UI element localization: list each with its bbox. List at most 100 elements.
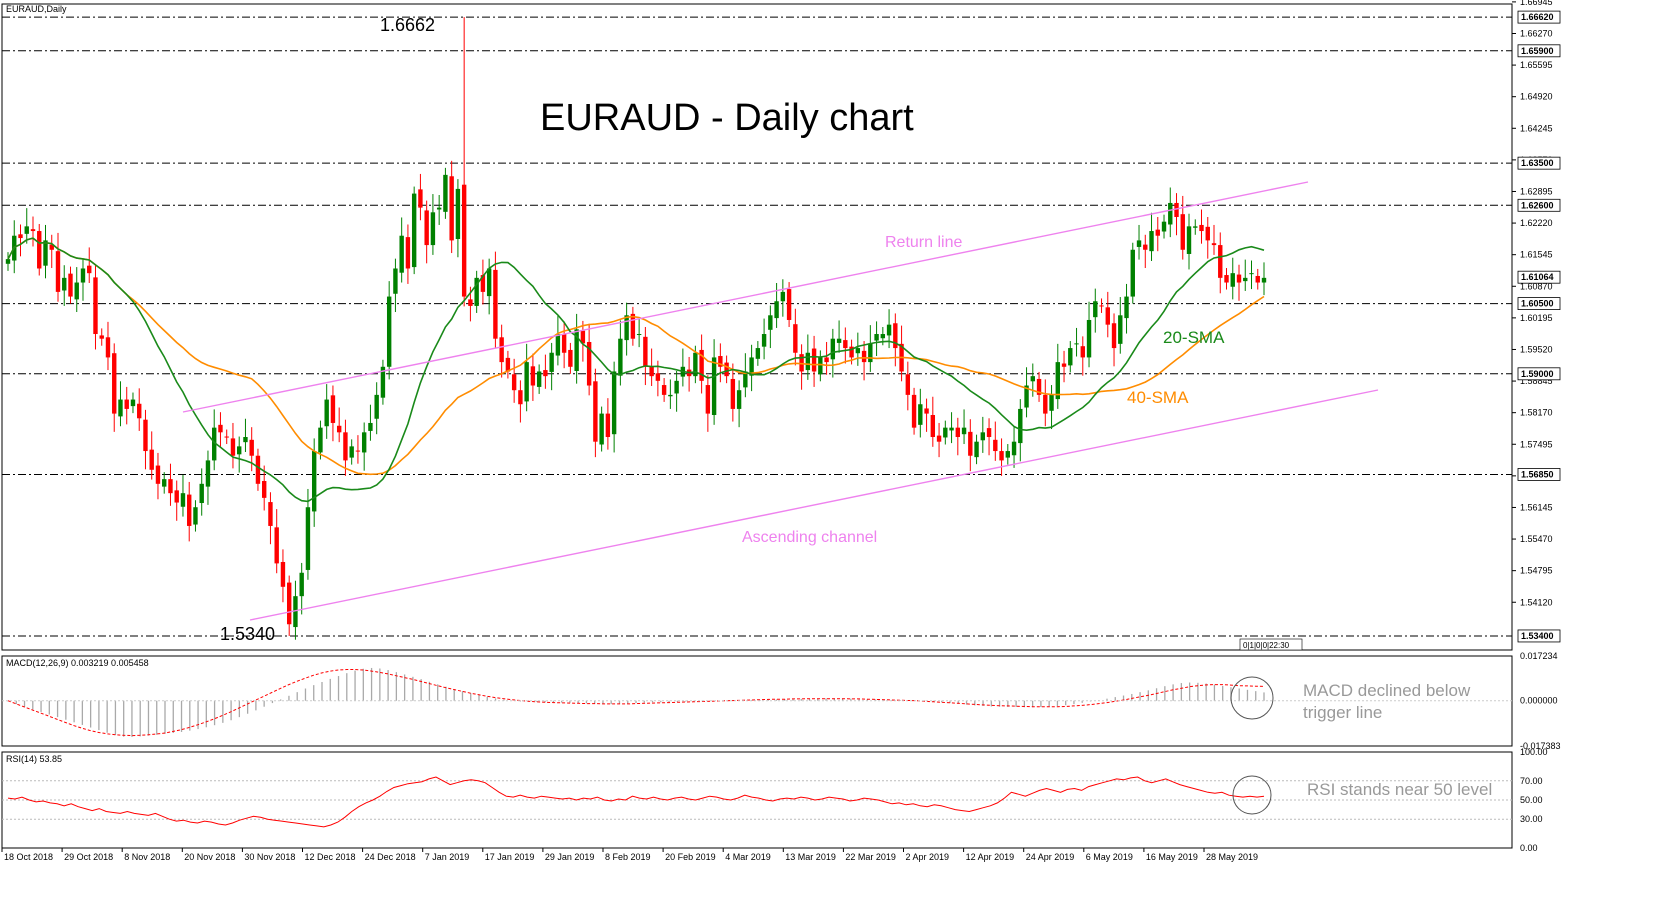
- y-tick-label: 1.62895: [1520, 186, 1553, 196]
- x-tick-label: 6 May 2019: [1086, 852, 1133, 862]
- candle-body: [693, 352, 698, 377]
- candle-body: [630, 313, 636, 339]
- x-tick-label: 2 Apr 2019: [906, 852, 950, 862]
- candle-body: [205, 460, 211, 487]
- candle-body: [568, 349, 573, 367]
- price-tag-label: 1.53400: [1521, 631, 1554, 641]
- low-label: 1.5340: [220, 624, 275, 644]
- candle-body: [999, 451, 1004, 461]
- candle-body: [1243, 277, 1248, 282]
- candle-body: [5, 259, 11, 264]
- y-tick-label: 1.56145: [1520, 502, 1553, 512]
- candle-body: [705, 385, 711, 414]
- macd-note-line1: MACD declined below: [1303, 681, 1471, 700]
- x-tick-label: 18 Oct 2018: [4, 852, 53, 862]
- candle-body: [993, 439, 998, 452]
- candle-body: [618, 338, 623, 376]
- candle-body: [1111, 323, 1117, 349]
- price-tag-box: [1517, 297, 1561, 310]
- candle-body: [349, 446, 354, 458]
- y-tick-label: 1.54795: [1520, 566, 1553, 576]
- y-tick-label: 1.60195: [1520, 313, 1553, 323]
- x-tick-label: 12 Dec 2018: [305, 852, 356, 862]
- candle-body: [24, 226, 29, 234]
- candle-body: [336, 425, 342, 433]
- candle-body: [355, 450, 361, 452]
- y-tick-label: 1.57495: [1520, 439, 1553, 449]
- candle-body: [87, 265, 92, 274]
- candle-body: [399, 235, 404, 273]
- candle-body: [868, 343, 873, 363]
- macd-title: MACD(12,26,9) 0.003219 0.005458: [6, 658, 149, 668]
- candle-body: [943, 427, 948, 438]
- candle-body: [1155, 229, 1160, 236]
- candle-body: [1224, 275, 1229, 283]
- candle-body: [1005, 451, 1011, 458]
- ascending-channel-line: [249, 389, 1379, 621]
- countdown-box: [1239, 638, 1303, 651]
- candle-body: [368, 422, 373, 431]
- price-tag-label: 1.60500: [1521, 299, 1554, 309]
- y-tick-label: 1.66945: [1520, 0, 1553, 7]
- rsi-tick-label: 50.00: [1520, 795, 1543, 805]
- rsi-tick-label: 70.00: [1520, 776, 1543, 786]
- x-tick-label: 24 Apr 2019: [1026, 852, 1075, 862]
- x-tick-label: 8 Feb 2019: [605, 852, 651, 862]
- candle-body: [786, 289, 792, 320]
- candle-body: [586, 341, 592, 386]
- candle-body: [1193, 226, 1198, 228]
- candle-body: [1236, 274, 1242, 283]
- candle-body: [599, 413, 604, 445]
- ascending-channel-label: Ascending channel: [742, 529, 877, 546]
- candle-body: [218, 424, 223, 433]
- y-tick-label: 1.65595: [1520, 60, 1553, 70]
- candle-body: [361, 432, 367, 453]
- candle-body: [774, 301, 779, 319]
- candle-body: [318, 427, 323, 453]
- rsi-note: RSI stands near 50 level: [1307, 780, 1492, 799]
- return-line-label: Return line: [885, 234, 962, 251]
- candle-body: [1118, 315, 1123, 344]
- macd-tick-label: 0.000000: [1520, 696, 1558, 706]
- candle-body: [418, 189, 423, 208]
- candle-body: [1205, 226, 1210, 241]
- main-title: EURAUD - Daily chart: [540, 97, 914, 139]
- candle-body: [230, 438, 236, 456]
- candle-body: [880, 334, 886, 339]
- candle-body: [80, 268, 86, 283]
- candle-body: [62, 277, 67, 291]
- sma20-label: 20-SMA: [1163, 328, 1225, 347]
- candle-body: [974, 441, 979, 458]
- candle-body: [574, 329, 579, 372]
- candle-body: [561, 334, 567, 353]
- candle-body: [430, 212, 436, 246]
- price-tag-label: 1.65900: [1521, 46, 1554, 56]
- candle-body: [799, 354, 804, 372]
- sma40-line: [7, 237, 1265, 476]
- price-tag-label: 1.56850: [1521, 469, 1554, 479]
- x-tick-label: 13 Mar 2019: [785, 852, 836, 862]
- candle-body: [636, 334, 642, 336]
- rsi-tick-label: 0.00: [1520, 843, 1538, 853]
- candle-body: [793, 324, 798, 353]
- candle-body: [249, 439, 254, 456]
- candle-body: [1018, 408, 1023, 444]
- candle-body: [105, 337, 111, 358]
- candle-body: [324, 399, 329, 427]
- candle-body: [1199, 224, 1204, 232]
- price-tag-label: 1.63500: [1521, 158, 1554, 168]
- high-label: 1.6662: [380, 15, 435, 35]
- candle-body: [968, 431, 973, 456]
- candle-body: [593, 381, 598, 442]
- y-tick-label: 1.59520: [1520, 344, 1553, 354]
- candle-body: [162, 479, 167, 487]
- candle-body: [655, 373, 661, 381]
- candle-body: [30, 229, 36, 232]
- candle-body: [699, 349, 704, 381]
- x-tick-label: 12 Apr 2019: [966, 852, 1015, 862]
- candle-body: [1055, 362, 1060, 400]
- sma40-label: 40-SMA: [1127, 388, 1189, 407]
- candle-body: [1099, 305, 1104, 307]
- candle-body: [1161, 221, 1167, 232]
- price-tag-box: [1517, 44, 1561, 58]
